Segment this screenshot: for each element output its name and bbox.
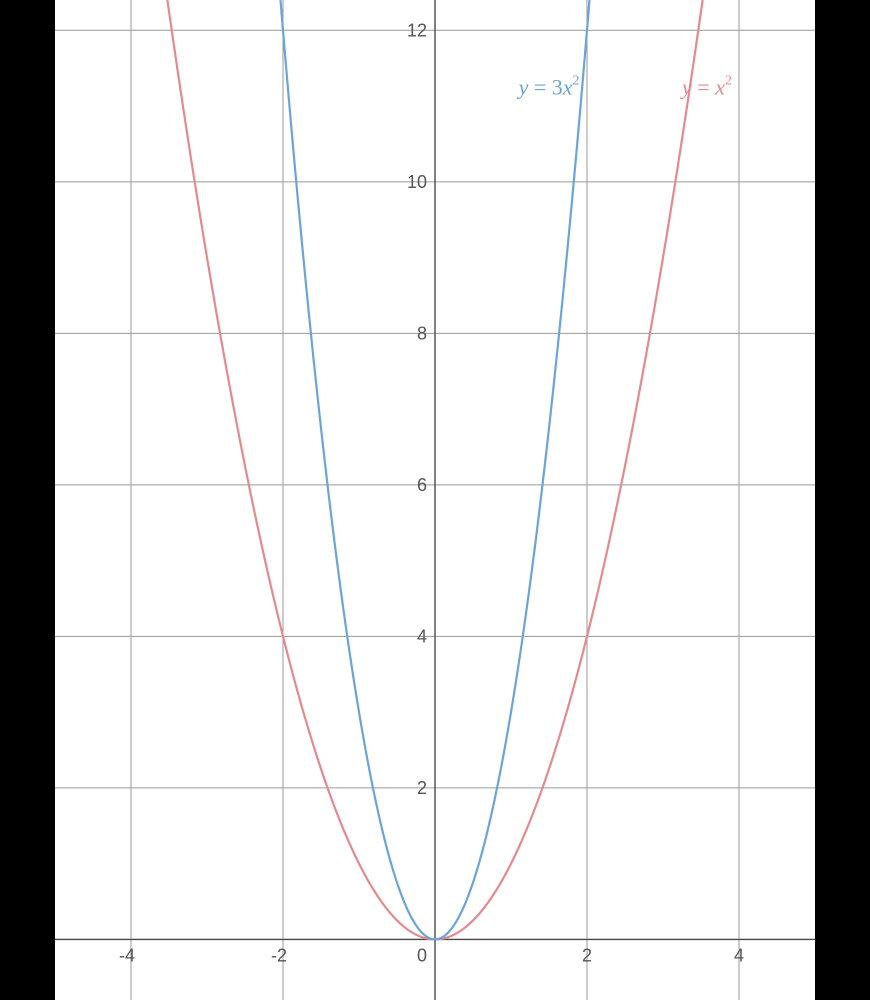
- y-tick-label: 10: [407, 172, 427, 192]
- x-tick-label: 4: [734, 945, 744, 965]
- chart-container: -4 -2 0 2 4 2 4 6 8 10 12 y = x2 y = 3x2: [0, 0, 870, 1000]
- curve-label-y_eq_x2: y = x2: [680, 74, 732, 100]
- y-tick-label: 4: [417, 626, 427, 646]
- x-tick-label: 2: [582, 945, 592, 965]
- y-tick-label: 8: [417, 323, 427, 343]
- y-tick-label: 12: [407, 20, 427, 40]
- y-tick-label: 6: [417, 475, 427, 495]
- x-tick-label: -4: [119, 945, 135, 965]
- chart-svg: -4 -2 0 2 4 2 4 6 8 10 12 y = x2 y = 3x2: [0, 0, 870, 1000]
- curve-label-y_eq_3x2: y = 3x2: [517, 74, 580, 100]
- x-tick-label: -2: [271, 945, 287, 965]
- x-tick-label: 0: [417, 945, 427, 965]
- y-tick-label: 2: [417, 778, 427, 798]
